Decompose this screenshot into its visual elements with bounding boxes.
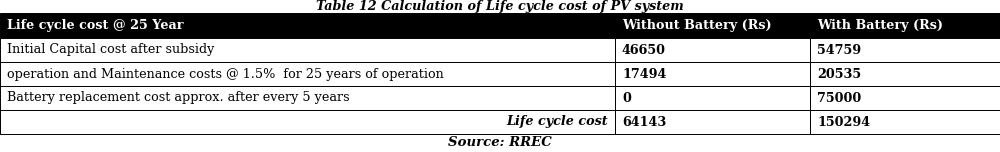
- Bar: [615, 13, 810, 38]
- Text: 20535: 20535: [817, 67, 861, 81]
- Text: operation and Maintenance costs @ 1.5%  for 25 years of operation: operation and Maintenance costs @ 1.5% f…: [7, 67, 444, 81]
- Text: Without Battery (Rs): Without Battery (Rs): [622, 19, 772, 32]
- Text: 150294: 150294: [817, 116, 870, 128]
- Bar: [810, 86, 1000, 110]
- Bar: [810, 110, 1000, 134]
- Bar: [615, 62, 810, 86]
- Text: Battery replacement cost approx. after every 5 years: Battery replacement cost approx. after e…: [7, 92, 350, 105]
- Bar: [615, 86, 810, 110]
- Text: 75000: 75000: [817, 92, 861, 105]
- Bar: [810, 13, 1000, 38]
- Text: 64143: 64143: [622, 116, 666, 128]
- Text: Initial Capital cost after subsidy: Initial Capital cost after subsidy: [7, 43, 214, 57]
- Text: Life cycle cost: Life cycle cost: [506, 116, 608, 128]
- Text: With Battery (Rs): With Battery (Rs): [817, 19, 943, 32]
- Bar: [615, 110, 810, 134]
- Text: Table 12 Calculation of Life cycle cost of PV system: Table 12 Calculation of Life cycle cost …: [316, 0, 684, 13]
- Text: 17494: 17494: [622, 67, 666, 81]
- Bar: [810, 38, 1000, 62]
- Bar: [0, 86, 615, 110]
- Bar: [615, 38, 810, 62]
- Bar: [0, 110, 615, 134]
- Text: 46650: 46650: [622, 43, 666, 57]
- Text: 54759: 54759: [817, 43, 861, 57]
- Bar: [0, 62, 615, 86]
- Bar: [0, 38, 615, 62]
- Bar: [0, 13, 615, 38]
- Bar: [810, 62, 1000, 86]
- Text: Life cycle cost @ 25 Year: Life cycle cost @ 25 Year: [7, 19, 184, 32]
- Text: Source: RREC: Source: RREC: [448, 136, 552, 150]
- Text: 0: 0: [622, 92, 631, 105]
